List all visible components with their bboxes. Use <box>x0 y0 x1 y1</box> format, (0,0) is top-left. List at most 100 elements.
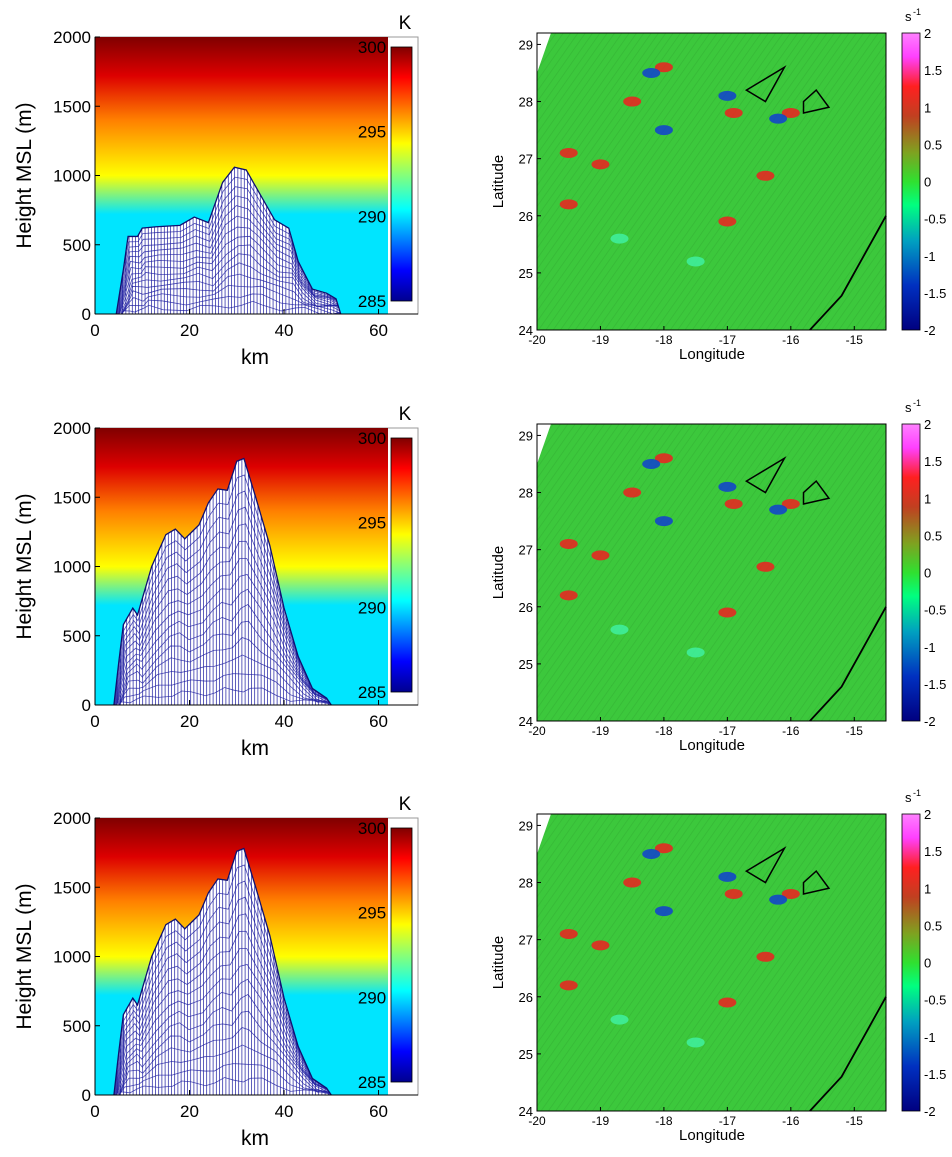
y-tick-label: 0 <box>82 696 91 715</box>
y-tick-label: 26 <box>519 600 533 615</box>
x-tick-label: -18 <box>655 724 673 738</box>
colorbar <box>901 423 921 722</box>
colorbar-unit: s <box>905 400 912 415</box>
colorbar-tick-label: -1 <box>924 640 936 655</box>
island-outline <box>802 89 831 114</box>
colorbar-tick-label: 2 <box>924 417 931 432</box>
colorbar-tick-label: 295 <box>358 904 386 923</box>
colorbar-tick-label: -0.5 <box>924 212 946 227</box>
x-axis-label: km <box>241 1127 269 1150</box>
y-axis-label: Height MSL (m) <box>13 102 36 248</box>
mesh-contour-line <box>115 540 332 705</box>
island-outline <box>802 870 831 895</box>
field-texture <box>537 424 886 721</box>
x-tick-label: 20 <box>180 321 199 340</box>
colorbar-tick-label: 0 <box>924 956 931 971</box>
mesh-contour-line <box>120 687 332 705</box>
missing-data-corner <box>537 814 551 854</box>
terrain-outline <box>113 847 332 1096</box>
eddy-feature <box>781 107 800 118</box>
mesh-contour-line <box>116 186 341 314</box>
terrain-outline <box>115 166 342 315</box>
eddy-feature <box>591 159 610 170</box>
x-tick-label: -17 <box>719 724 737 738</box>
eddy-feature <box>559 147 578 158</box>
y-axis-label: Latitude <box>490 155 507 208</box>
mesh-contour-line <box>115 523 332 705</box>
mesh-contour-line <box>117 603 332 705</box>
island-outline <box>744 846 787 884</box>
colorbar-tick-label: 2 <box>924 26 931 41</box>
y-tick-label: 1000 <box>53 948 91 967</box>
x-tick-label: -15 <box>846 333 864 347</box>
eddy-feature <box>756 951 775 962</box>
eddy-feature <box>718 90 737 101</box>
x-tick-label: -20 <box>528 724 546 738</box>
colorbar-tick-label: 0.5 <box>924 918 942 933</box>
y-tick-label: 2000 <box>53 809 91 828</box>
colorbar-tick-label: -2 <box>924 323 936 338</box>
colorbar-tick-label: -0.5 <box>924 993 946 1008</box>
y-tick-label: 25 <box>519 657 533 672</box>
colorbar-tick-label: 1 <box>924 100 931 115</box>
island-outline <box>744 65 787 103</box>
colorbar-unit-exponent: -1 <box>913 398 921 408</box>
colorbar-tick-label: 2 <box>924 807 931 822</box>
y-axis-label: Height MSL (m) <box>13 493 36 639</box>
x-tick-label: 40 <box>275 1102 294 1121</box>
field-texture <box>537 33 886 330</box>
coastline <box>809 996 887 1112</box>
colorbar <box>901 32 921 331</box>
eddy-feature <box>718 997 737 1008</box>
eddy-feature <box>559 538 578 549</box>
mesh-contour-line <box>116 558 332 705</box>
colorbar-unit-exponent: -1 <box>913 7 921 17</box>
mesh-contour-line <box>117 588 332 705</box>
x-tick-label: -16 <box>782 1114 800 1128</box>
colorbar-tick-label: 1.5 <box>924 844 942 859</box>
y-tick-label: 29 <box>519 818 533 833</box>
y-axis-label: Latitude <box>490 546 507 599</box>
x-tick-label: -20 <box>528 333 546 347</box>
y-tick-label: 500 <box>63 627 91 646</box>
eddy-feature <box>654 453 673 464</box>
colorbar-unit: K <box>399 794 412 815</box>
colorbar-tick-label: -1.5 <box>924 1067 946 1082</box>
mesh-contour-line <box>115 930 332 1095</box>
x-tick-label: -16 <box>782 333 800 347</box>
coastline <box>809 215 887 331</box>
field-texture <box>537 814 886 1111</box>
mesh-contour-line <box>117 993 332 1095</box>
y-tick-label: 28 <box>519 876 533 891</box>
mesh-contour-line <box>117 978 332 1095</box>
colorbar-tick-label: 0.5 <box>924 137 942 152</box>
eddy-feature <box>559 199 578 210</box>
missing-data-corner <box>537 424 551 464</box>
x-axis-label: Longitude <box>679 1127 745 1144</box>
colorbar-unit-exponent: -1 <box>913 788 921 798</box>
x-tick-label: -17 <box>719 333 737 347</box>
y-tick-label: 24 <box>519 323 533 338</box>
y-tick-label: 1500 <box>53 97 91 116</box>
colorbar <box>390 437 413 693</box>
y-axis-label: Height MSL (m) <box>13 883 36 1029</box>
x-tick-label: -16 <box>782 724 800 738</box>
eddy-feature <box>559 590 578 601</box>
y-tick-label: 24 <box>519 1104 533 1119</box>
eddy-feature <box>559 980 578 991</box>
y-tick-label: 500 <box>63 236 91 255</box>
colorbar-tick-label: -1.5 <box>924 677 946 692</box>
y-tick-label: 28 <box>519 486 533 501</box>
x-axis-label: Longitude <box>679 737 745 754</box>
x-tick-label: 60 <box>369 1102 388 1121</box>
colorbar <box>390 46 413 302</box>
x-tick-label: 20 <box>180 712 199 731</box>
x-tick-label: -19 <box>592 1114 610 1128</box>
eddy-feature <box>769 113 788 124</box>
y-tick-label: 27 <box>519 152 533 167</box>
mesh-contour-line <box>114 880 332 1095</box>
eddy-feature <box>686 647 705 658</box>
colorbar-tick-label: -1.5 <box>924 286 946 301</box>
x-tick-label: -18 <box>655 1114 673 1128</box>
mesh-contour-line <box>120 1077 332 1095</box>
